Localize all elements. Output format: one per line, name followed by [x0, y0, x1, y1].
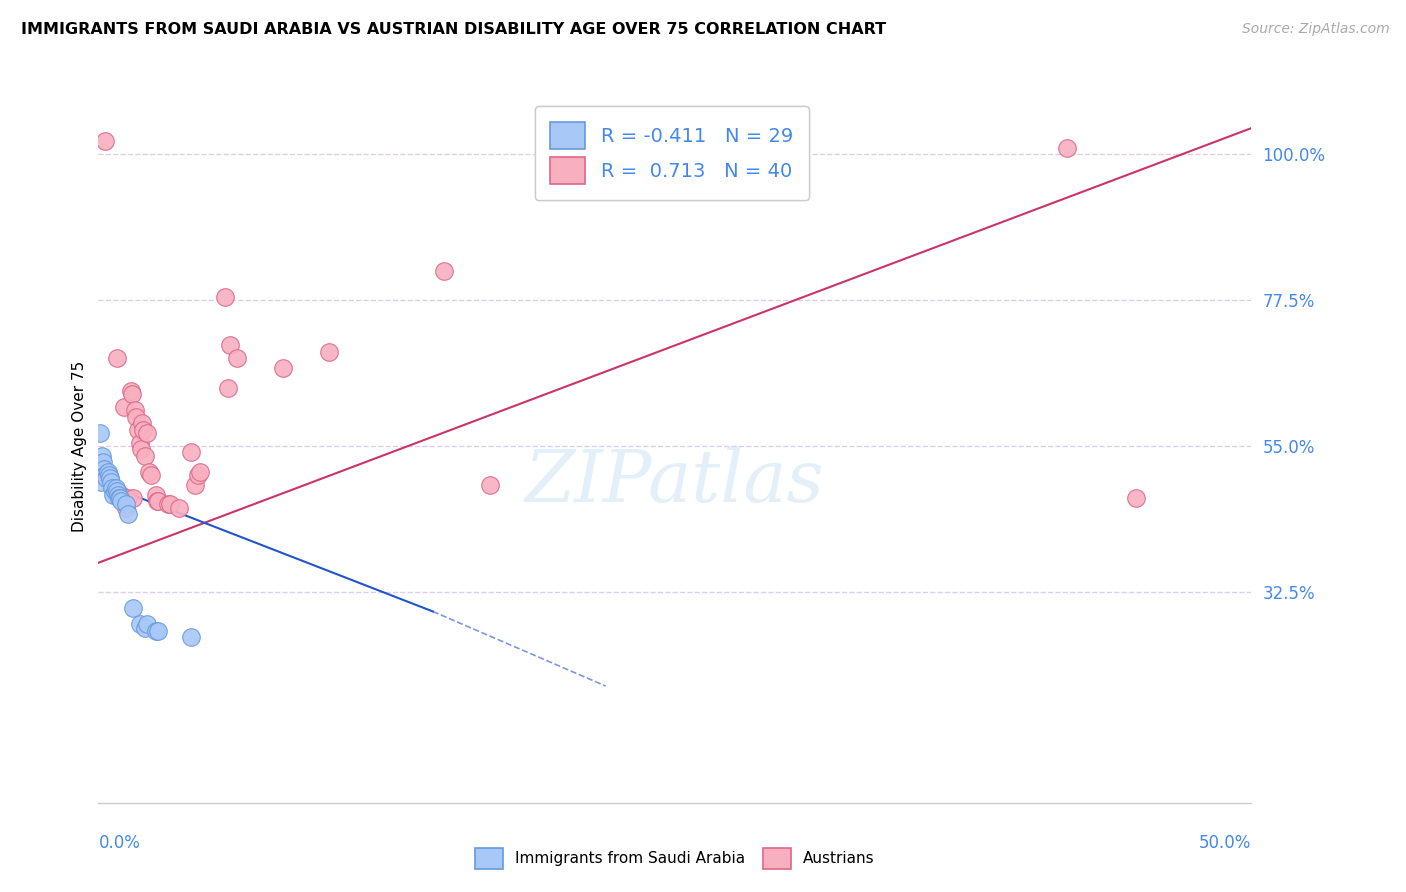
- Text: Source: ZipAtlas.com: Source: ZipAtlas.com: [1241, 22, 1389, 37]
- Point: [96, 471, 118, 485]
- Text: IMMIGRANTS FROM SAUDI ARABIA VS AUSTRIAN DISABILITY AGE OVER 75 CORRELATION CHAR: IMMIGRANTS FROM SAUDI ARABIA VS AUSTRIAN…: [21, 22, 886, 37]
- Point: [1056, 140, 1078, 154]
- Point: [479, 478, 502, 492]
- Text: ZIPatlas: ZIPatlas: [524, 446, 825, 517]
- Text: 0.0%: 0.0%: [98, 834, 141, 852]
- Point: [218, 338, 240, 352]
- Point: [122, 491, 145, 505]
- Point: [187, 468, 209, 483]
- Point: [89, 425, 111, 440]
- Point: [124, 403, 146, 417]
- Point: [117, 507, 139, 521]
- Point: [184, 478, 207, 492]
- Y-axis label: Disability Age Over 75: Disability Age Over 75: [72, 360, 87, 532]
- Point: [122, 601, 145, 615]
- Point: [104, 481, 127, 495]
- Point: [156, 497, 179, 511]
- Point: [145, 624, 167, 638]
- Point: [433, 264, 456, 278]
- Point: [127, 423, 149, 437]
- Point: [103, 484, 125, 499]
- Point: [115, 497, 138, 511]
- Point: [271, 361, 294, 376]
- Point: [91, 455, 114, 469]
- Point: [146, 494, 169, 508]
- Legend: R = -0.411   N = 29, R =  0.713   N = 40: R = -0.411 N = 29, R = 0.713 N = 40: [534, 106, 808, 200]
- Point: [103, 488, 125, 502]
- Point: [101, 481, 124, 495]
- Point: [129, 617, 152, 632]
- Point: [105, 484, 128, 499]
- Point: [115, 500, 138, 515]
- Point: [131, 417, 153, 431]
- Point: [90, 449, 112, 463]
- Point: [132, 423, 155, 437]
- Point: [148, 624, 170, 638]
- Point: [90, 475, 112, 489]
- Point: [225, 351, 247, 366]
- Point: [93, 461, 115, 475]
- Point: [188, 465, 211, 479]
- Point: [94, 134, 117, 148]
- Point: [110, 494, 132, 508]
- Point: [108, 491, 131, 505]
- Point: [105, 351, 128, 366]
- Point: [135, 617, 157, 632]
- Point: [180, 631, 202, 645]
- Point: [121, 387, 143, 401]
- Point: [125, 409, 148, 424]
- Point: [217, 381, 239, 395]
- Legend: Immigrants from Saudi Arabia, Austrians: Immigrants from Saudi Arabia, Austrians: [470, 841, 880, 875]
- Point: [97, 465, 120, 479]
- Point: [145, 488, 167, 502]
- Point: [159, 497, 181, 511]
- Point: [148, 494, 170, 508]
- Point: [129, 435, 152, 450]
- Point: [110, 488, 132, 502]
- Point: [112, 400, 135, 414]
- Point: [138, 465, 160, 479]
- Point: [134, 449, 156, 463]
- Point: [167, 500, 190, 515]
- Point: [98, 471, 121, 485]
- Point: [117, 491, 139, 505]
- Point: [107, 488, 129, 502]
- Point: [97, 468, 120, 483]
- Point: [214, 290, 236, 304]
- Point: [141, 468, 163, 483]
- Text: 50.0%: 50.0%: [1199, 834, 1251, 852]
- Point: [110, 491, 132, 505]
- Point: [318, 345, 340, 359]
- Point: [1125, 491, 1147, 505]
- Point: [120, 384, 142, 398]
- Point: [100, 475, 122, 489]
- Point: [180, 445, 202, 459]
- Point: [135, 425, 157, 440]
- Point: [94, 468, 117, 483]
- Point: [129, 442, 152, 457]
- Point: [134, 621, 156, 635]
